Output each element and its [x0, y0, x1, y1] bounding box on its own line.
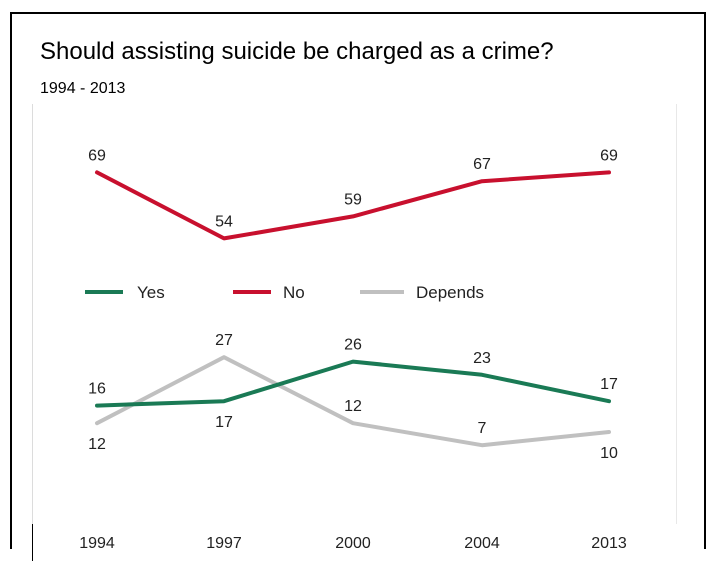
- data-label-yes-1994: 16: [88, 381, 106, 398]
- data-label-depends-2013: 10: [600, 445, 618, 462]
- data-label-no-2013: 69: [600, 147, 618, 164]
- data-label-no-1997: 54: [215, 213, 233, 230]
- data-label-yes-2013: 17: [600, 376, 618, 393]
- series-line-yes: [95, 359, 611, 408]
- data-label-no-2000: 59: [344, 191, 362, 208]
- chart-frame: [10, 12, 706, 549]
- x-tick-2000: 2000: [335, 535, 371, 552]
- legend-label-depends: Depends: [416, 283, 484, 302]
- legend: Yes No Depends: [85, 283, 484, 302]
- x-tick-2004: 2004: [464, 535, 500, 552]
- series-line-depends: [95, 355, 611, 448]
- data-labels: 12 27 12 7 10 16 17 26 23 17 69 54 59 67 69: [88, 147, 618, 462]
- data-label-depends-2000: 12: [344, 398, 362, 415]
- data-label-yes-2000: 26: [344, 337, 362, 354]
- data-label-depends-1997: 27: [215, 332, 233, 349]
- x-tick-2013: 2013: [591, 535, 627, 552]
- chart-subtitle: 1994 - 2013: [40, 80, 126, 97]
- chart-title: Should assisting suicide be charged as a…: [40, 38, 554, 65]
- data-label-depends-1994: 12: [88, 436, 106, 453]
- legend-label-no: No: [283, 283, 305, 302]
- x-axis-ticks: 1994 1997 2000 2004 2013: [79, 535, 627, 552]
- data-label-no-1994: 69: [88, 147, 106, 164]
- frame-edge: [32, 524, 33, 561]
- data-label-yes-2004: 23: [473, 350, 491, 367]
- legend-label-yes: Yes: [137, 283, 165, 302]
- series-lines: [95, 170, 611, 448]
- data-label-yes-1997: 17: [215, 414, 233, 431]
- series-line-no: [95, 170, 611, 241]
- x-tick-1997: 1997: [206, 535, 242, 552]
- data-label-depends-2004: 7: [478, 420, 487, 437]
- x-tick-1994: 1994: [79, 535, 115, 552]
- data-label-no-2004: 67: [473, 156, 491, 173]
